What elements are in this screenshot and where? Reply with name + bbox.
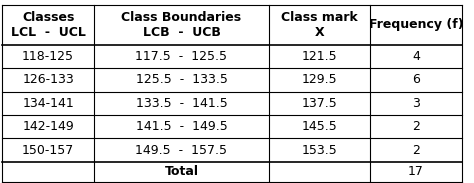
Text: 121.5: 121.5 [301, 50, 337, 63]
Text: 2: 2 [412, 120, 420, 133]
Text: 4: 4 [412, 50, 420, 63]
Text: 134-141: 134-141 [22, 97, 74, 110]
Text: 17: 17 [408, 165, 424, 178]
Text: Total: Total [164, 165, 199, 178]
Text: 141.5  -  149.5: 141.5 - 149.5 [136, 120, 228, 133]
Text: 153.5: 153.5 [301, 144, 337, 157]
Text: 150-157: 150-157 [22, 144, 74, 157]
Text: Frequency (f): Frequency (f) [369, 18, 464, 31]
Text: 129.5: 129.5 [301, 73, 337, 86]
Text: 133.5  -  141.5: 133.5 - 141.5 [136, 97, 228, 110]
Text: 137.5: 137.5 [301, 97, 337, 110]
Text: 2: 2 [412, 144, 420, 157]
Text: 145.5: 145.5 [301, 120, 337, 133]
Text: 117.5  -  125.5: 117.5 - 125.5 [136, 50, 228, 63]
Text: 125.5  -  133.5: 125.5 - 133.5 [136, 73, 228, 86]
Text: 6: 6 [412, 73, 420, 86]
Text: 126-133: 126-133 [22, 73, 74, 86]
Text: 3: 3 [412, 97, 420, 110]
Text: 149.5  -  157.5: 149.5 - 157.5 [136, 144, 228, 157]
Text: Class Boundaries
LCB  -  UCB: Class Boundaries LCB - UCB [121, 11, 242, 39]
Text: 142-149: 142-149 [22, 120, 74, 133]
Text: 118-125: 118-125 [22, 50, 74, 63]
Text: Classes
LCL  -  UCL: Classes LCL - UCL [10, 11, 85, 39]
Text: Class mark
X: Class mark X [281, 11, 358, 39]
